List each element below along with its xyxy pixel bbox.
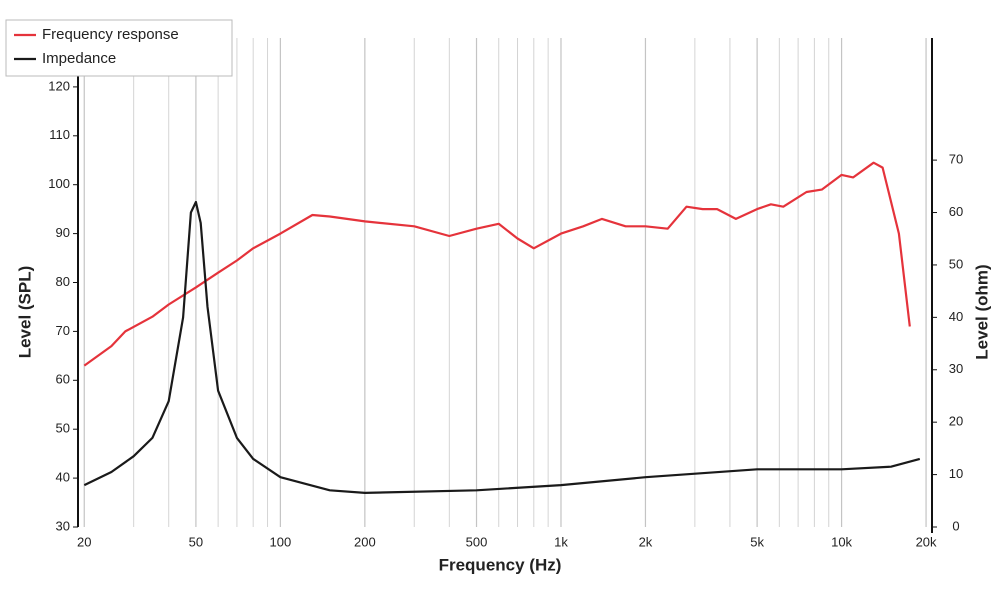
y2-tick-label: 30 xyxy=(949,361,963,376)
y-tick-label: 40 xyxy=(56,470,70,485)
y-tick-label: 30 xyxy=(56,518,70,533)
x-tick-label: 10k xyxy=(831,534,852,549)
legend-label: Impedance xyxy=(42,50,116,67)
y-tick-label: 50 xyxy=(56,421,70,436)
y-tick-label: 120 xyxy=(48,78,70,93)
y2-tick-label: 0 xyxy=(952,518,959,533)
y-tick-label: 80 xyxy=(56,274,70,289)
x-tick-label: 2k xyxy=(639,534,653,549)
x-tick-label: 200 xyxy=(354,534,376,549)
y-tick-label: 100 xyxy=(48,176,70,191)
x-tick-label: 50 xyxy=(189,534,203,549)
series-line xyxy=(83,161,911,367)
x-tick-label: 1k xyxy=(554,534,568,549)
y2-tick-label: 40 xyxy=(949,309,963,324)
y2-tick-label: 60 xyxy=(949,204,963,219)
legend-box xyxy=(5,19,233,77)
x-tick-label: 500 xyxy=(466,534,488,549)
x-tick-label: 5k xyxy=(750,534,764,549)
y2-tick-label: 20 xyxy=(949,414,963,429)
x-tick-label: 20k xyxy=(916,534,937,549)
x-axis-label: Frequency (Hz) xyxy=(439,555,562,574)
x-tick-label: 100 xyxy=(270,534,292,549)
legend-label: Frequency response xyxy=(42,26,179,43)
series-line xyxy=(83,200,921,494)
y2-tick-label: 10 xyxy=(949,466,963,481)
y-tick-label: 60 xyxy=(56,372,70,387)
x-tick-label: 20 xyxy=(77,534,91,549)
y2-axis-label: Level (ohm) xyxy=(972,264,991,359)
y-tick-label: 110 xyxy=(49,127,70,142)
y-axis-label: Level (SPL) xyxy=(15,266,34,359)
y2-tick-label: 50 xyxy=(949,256,963,271)
y2-tick-label: 70 xyxy=(949,152,963,167)
y-tick-label: 70 xyxy=(56,323,70,338)
y-tick-label: 90 xyxy=(56,225,70,240)
